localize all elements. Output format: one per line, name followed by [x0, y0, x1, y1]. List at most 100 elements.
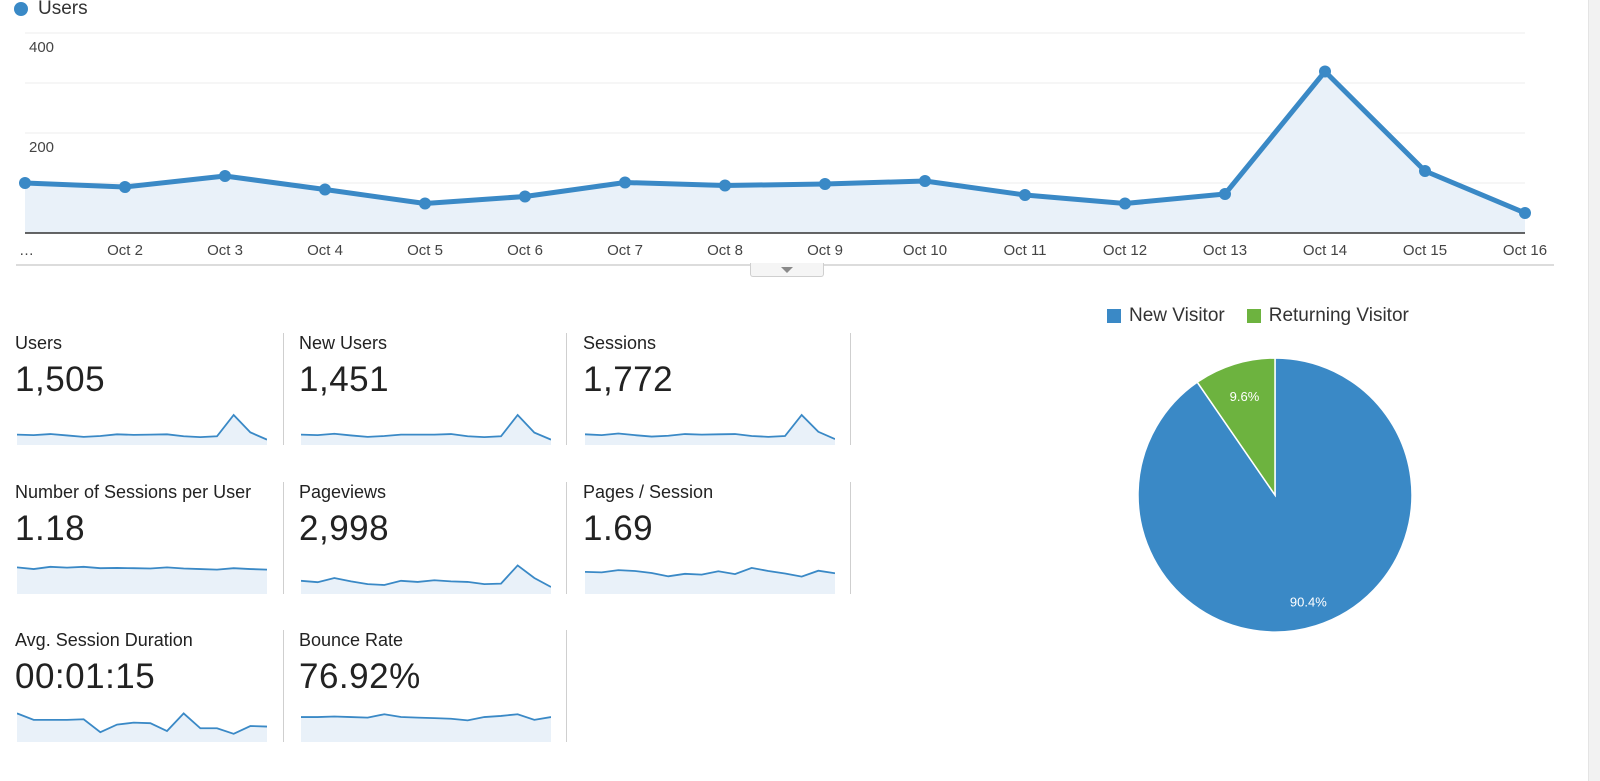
metric-label: Sessions	[583, 333, 657, 353]
metric-new-users[interactable]: New Users 1,451	[299, 333, 569, 448]
tile-divider	[283, 482, 284, 594]
sparkline-area	[301, 565, 551, 594]
data-point[interactable]	[219, 170, 231, 182]
x-tick-label: Oct 5	[407, 242, 443, 259]
metric-value: 1,772	[583, 360, 674, 399]
metric-label: Pages / Session	[583, 482, 714, 502]
sparkline-line	[17, 712, 267, 735]
x-tick-label: Oct 13	[1203, 242, 1247, 259]
legend-label: Users	[38, 0, 88, 19]
metric-value: 1.18	[15, 509, 86, 548]
data-point[interactable]	[819, 178, 831, 190]
data-point[interactable]	[1419, 165, 1431, 177]
metric-avg-session-duration[interactable]: Avg. Session Duration 00:01:15	[15, 630, 285, 745]
sparkline-line	[17, 565, 267, 571]
metric-label: Users	[15, 333, 63, 353]
sparkline-area	[301, 714, 551, 742]
legend-returning-visitor[interactable]: Returning Visitor	[1246, 305, 1409, 327]
data-point[interactable]	[419, 197, 431, 210]
area-fill	[25, 71, 1525, 233]
metric-value: 2,998	[299, 509, 390, 548]
legend-new-visitor[interactable]: New Visitor	[1107, 305, 1225, 327]
data-point[interactable]	[1319, 65, 1331, 78]
sparkline	[585, 566, 835, 594]
metric-label: Bounce Rate	[299, 630, 404, 650]
x-tick-label: Oct 12	[1103, 242, 1147, 259]
sparkline	[585, 413, 835, 445]
sparkline-area	[17, 713, 267, 742]
tile-divider	[566, 482, 567, 594]
metric-sessions-per-user[interactable]: Number of Sessions per User 1.18	[15, 482, 285, 597]
metric-value: 76.92%	[299, 657, 421, 696]
sparkline-line	[585, 413, 835, 440]
sparkline	[17, 565, 267, 594]
sparkline-line	[301, 564, 551, 588]
sparkline-area	[585, 567, 835, 594]
metric-bounce-rate[interactable]: Bounce Rate 76.92%	[299, 630, 569, 745]
data-point[interactable]	[919, 175, 931, 187]
sparkline-line	[585, 566, 835, 578]
collapse-chart-button[interactable]	[750, 263, 824, 277]
metric-label: Avg. Session Duration	[15, 630, 193, 650]
scrollbar-track[interactable]	[1588, 0, 1600, 781]
pie-slice-label: 90.4%	[1290, 594, 1327, 609]
data-point[interactable]	[1119, 197, 1131, 210]
x-tick-label: Oct 2	[107, 242, 143, 259]
data-point[interactable]	[619, 176, 631, 189]
users-series-dot-icon	[14, 2, 28, 16]
metric-label: New Users	[299, 333, 388, 353]
sparkline	[17, 413, 267, 445]
sparkline	[17, 712, 267, 742]
y-tick-label: 400	[29, 39, 54, 56]
metric-label: Pageviews	[299, 482, 387, 502]
sparkline	[301, 713, 551, 742]
x-tick-label: Oct 16	[1503, 242, 1547, 259]
data-point[interactable]	[119, 181, 131, 193]
x-tick-label: Oct 9	[807, 242, 843, 259]
chart-legend[interactable]: Users	[14, 0, 88, 20]
metric-value: 1.69	[583, 509, 654, 548]
sparkline-line	[301, 713, 551, 722]
metric-label: Number of Sessions per User	[15, 482, 252, 502]
metric-pageviews[interactable]: Pageviews 2,998	[299, 482, 569, 597]
metric-pages-per-session[interactable]: Pages / Session 1.69	[583, 482, 853, 597]
metric-sessions[interactable]: Sessions 1,772	[583, 333, 853, 448]
tile-divider	[850, 482, 851, 594]
x-tick-label: Oct 7	[607, 242, 643, 259]
legend-label: Returning Visitor	[1268, 305, 1409, 326]
sparkline	[301, 564, 551, 594]
new-visitor-swatch-icon	[1107, 309, 1121, 323]
users-line-chart[interactable]: 200 400 … Oct 2 Oct 3 Oct 4 Oct 5 Oct 6 Oct 7 Oct…	[0, 0, 1560, 265]
data-point[interactable]	[1019, 189, 1031, 201]
caret-down-icon	[781, 266, 793, 273]
x-tick-label: Oct 6	[507, 242, 543, 259]
pie-slice-label: 9.6%	[1230, 389, 1260, 404]
x-tick-label: Oct 15	[1403, 242, 1447, 259]
x-tick-label: Oct 4	[307, 242, 343, 259]
pie-legend: New Visitor Returning Visitor	[1107, 305, 1409, 327]
data-point[interactable]	[319, 183, 331, 196]
data-point[interactable]	[19, 177, 31, 189]
x-tick-label: Oct 10	[903, 242, 947, 259]
data-point[interactable]	[719, 179, 731, 192]
pie-slice-returning-visitor[interactable]	[1196, 357, 1276, 498]
data-point[interactable]	[519, 190, 531, 203]
legend-label: New Visitor	[1129, 305, 1225, 326]
tile-divider	[566, 630, 567, 742]
x-tick-label: Oct 3	[207, 242, 243, 259]
visitor-pie-chart[interactable]: 90.4% 9.6%	[1130, 350, 1420, 640]
x-tick-label: …	[19, 242, 34, 259]
metric-users[interactable]: Users 1,505	[15, 333, 285, 448]
returning-visitor-swatch-icon	[1246, 309, 1261, 323]
x-tick-label: Oct 11	[1003, 242, 1046, 259]
sparkline	[301, 413, 551, 445]
tile-divider	[283, 333, 284, 445]
metric-value: 1,505	[15, 360, 106, 399]
x-tick-label: Oct 8	[707, 242, 743, 259]
data-point[interactable]	[1219, 188, 1231, 200]
y-tick-label: 200	[29, 139, 54, 156]
data-point[interactable]	[1519, 207, 1531, 219]
sparkline-line	[301, 413, 551, 441]
tile-divider	[850, 333, 851, 445]
users-series-line	[24, 69, 1526, 216]
